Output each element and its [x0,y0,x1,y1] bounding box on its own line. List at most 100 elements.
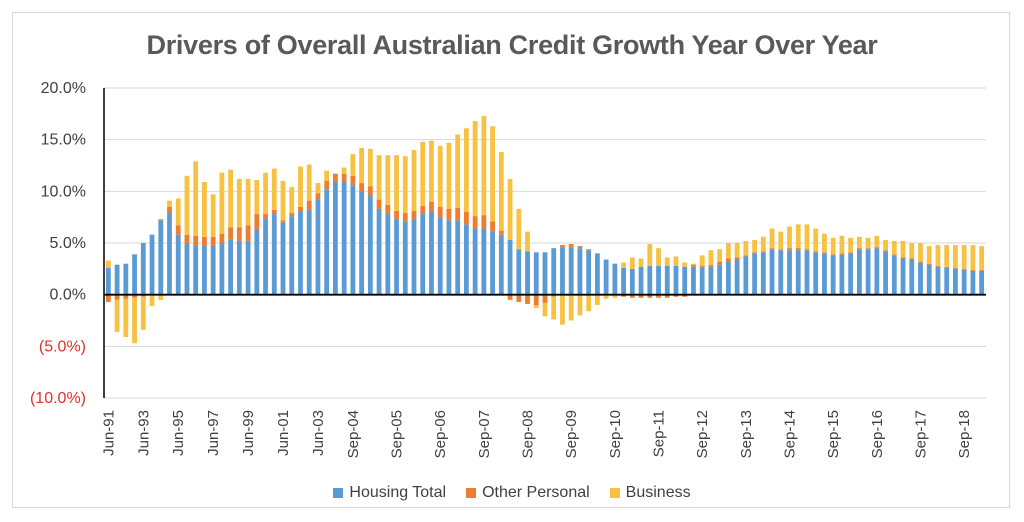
bar-other-personal [795,248,801,251]
bar-business [979,246,985,270]
x-tick-label: Jun-93 [135,410,152,456]
bar-housing-total [970,270,976,295]
bar-other-personal [333,173,338,183]
bar-business [586,294,592,312]
bar-business [918,243,923,262]
bar-other-personal [123,294,129,299]
bar-other-personal [507,294,513,300]
legend-item-business: Business [609,484,691,502]
bar-housing-total [446,220,452,295]
bar-other-personal [752,252,757,254]
bar-housing-total [813,252,819,295]
bar-other-personal [822,252,827,254]
bar-other-personal [289,213,295,217]
bars-group [105,115,985,344]
bar-housing-total [411,219,417,295]
bar-housing-total [778,250,784,295]
bar-housing-total [394,219,399,295]
y-tick-label: (10.0%) [30,390,86,407]
bar-business [429,140,434,202]
bar-business [481,115,487,216]
bar-business [865,237,871,249]
bar-other-personal [568,244,574,248]
bar-other-personal [481,215,487,229]
bar-other-personal [210,236,216,246]
bar-housing-total [507,239,513,295]
bar-other-personal [970,269,976,271]
bar-other-personal [856,248,862,250]
bar-other-personal [953,267,958,269]
bar-business [760,236,766,252]
bar-housing-total [533,252,539,295]
x-tick-labels: Jun-91 Jun-93 Jun-95 Jun-97 Jun-99 Jun-01 Jun-… [100,410,973,458]
bar-housing-total [830,255,836,295]
bar-business [603,295,609,299]
y-tick-label: 20.0% [41,80,86,97]
bar-housing-total [263,218,268,295]
bar-housing-total [464,224,469,295]
x-tick-label: Sep-15 [825,410,842,458]
bar-business [490,126,496,222]
bar-business [752,239,757,253]
bar-business [376,155,382,200]
bar-housing-total [717,264,723,295]
bar-other-personal [725,258,731,262]
bar-business [725,243,731,259]
bar-housing-total [175,234,181,295]
bar-business [795,224,801,249]
bar-other-personal [673,294,679,297]
bar-business [184,175,190,235]
bar-other-personal [734,257,740,260]
bar-business [298,166,303,207]
bar-business [542,302,548,317]
bar-business [664,257,670,266]
bar-business [594,295,600,305]
bar-housing-total [105,267,111,295]
bar-other-personal [691,264,696,267]
bar-housing-total [315,199,321,295]
bar-other-personal [359,183,365,192]
bar-other-personal [551,294,557,297]
bar-housing-total [525,251,530,295]
bar-business [464,128,469,212]
bar-housing-total [149,234,155,295]
bar-other-personal [464,212,469,225]
bar-housing-total [324,189,330,295]
x-tick-label: Jun-03 [310,410,327,456]
bar-housing-total [437,217,443,295]
legend-item-housing-total: Housing Total [333,484,446,502]
bar-housing-total [708,266,714,295]
bar-business [114,299,120,332]
x-tick-label: Sep-05 [389,410,406,458]
bar-other-personal [394,210,399,220]
x-tick-label: Sep-10 [607,410,624,458]
bar-housing-total [926,264,932,295]
bar-other-personal [830,254,836,256]
bar-housing-total [909,259,915,295]
bar-housing-total [376,208,382,295]
bar-business [804,224,810,250]
x-tick-label: Sep-18 [956,410,973,458]
bar-other-personal [647,294,653,298]
x-tick-label: Jun-99 [240,410,257,456]
bar-business [743,240,749,256]
x-tick-label: Jun-91 [100,410,117,456]
bar-other-personal [900,257,906,259]
bar-housing-total [184,243,190,295]
bar-other-personal [385,204,391,215]
bar-business [961,245,967,269]
y-tick-label: (5.0%) [39,338,86,355]
bar-housing-total [725,261,731,295]
bar-business [953,245,958,268]
bar-business [271,168,277,210]
bar-business [621,262,626,268]
bar-housing-total [385,214,391,295]
bar-housing-total [280,222,286,295]
bar-other-personal [961,268,967,270]
bar-housing-total [516,249,522,295]
bar-other-personal [228,227,234,240]
bar-other-personal [533,294,539,305]
x-tick-label: Sep-08 [520,410,537,458]
bar-business [656,248,661,266]
legend-swatch [466,488,477,498]
